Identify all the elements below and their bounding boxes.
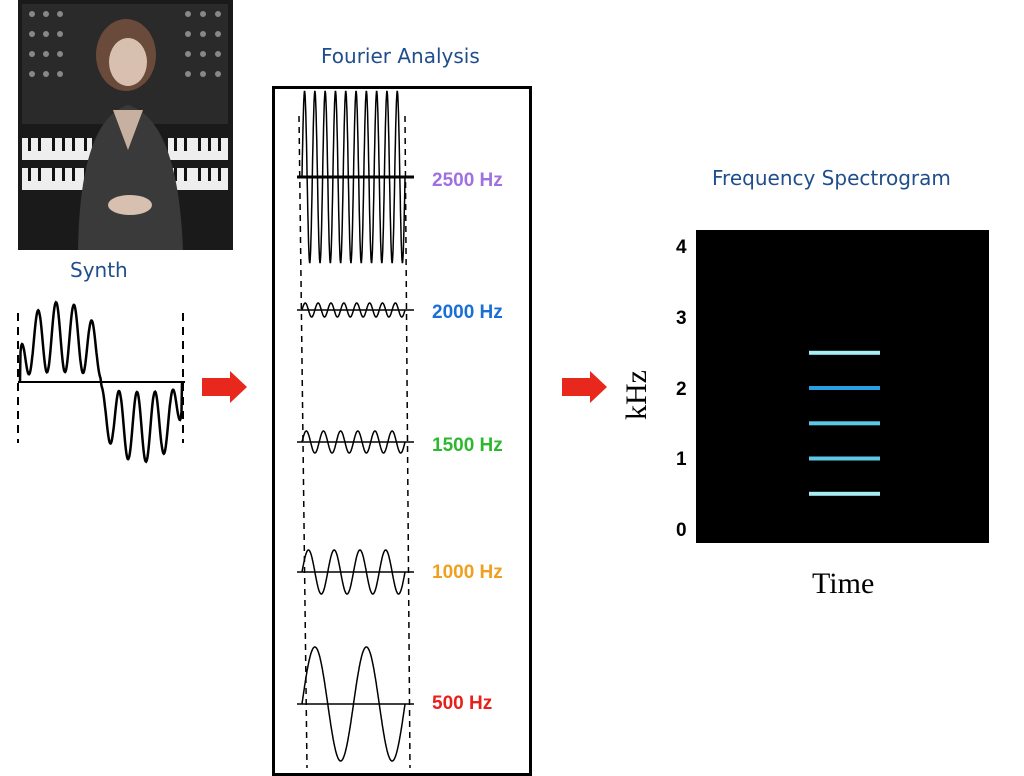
y-axis-label: kHz [620, 370, 653, 420]
composite-wave-line [18, 300, 184, 464]
component-label-500: 500 Hz [432, 693, 493, 714]
spectrogram-plot-area [696, 230, 989, 543]
component-wave-0 [301, 90, 406, 264]
y-tick-1: 1 [676, 449, 687, 470]
component-label-1500: 1500 Hz [432, 435, 503, 456]
arrow-right-icon-1 [202, 371, 247, 403]
fourier-analysis-title: Fourier Analysis [321, 44, 480, 68]
spectrogram-bands [809, 350, 880, 496]
spectrogram-band-2.5khz [809, 350, 880, 355]
spectrogram-band-0.5khz [809, 491, 880, 496]
synthesizer-photo [18, 0, 233, 250]
y-tick-3: 3 [676, 308, 687, 329]
component-label-2500: 2500 Hz [432, 170, 503, 191]
x-axis-label: Time [812, 567, 875, 600]
component-wave-4 [301, 646, 406, 762]
component-wave-3 [301, 549, 406, 595]
y-tick-2: 2 [676, 379, 687, 400]
spectrogram-band-1khz [809, 456, 880, 461]
frequency-spectrogram-title: Frequency Spectrogram [712, 166, 951, 190]
component-wave-1 [301, 302, 406, 318]
synth-title: Synth [70, 258, 128, 282]
component-label-1000: 1000 Hz [432, 562, 503, 583]
component-wave-2 [301, 430, 406, 454]
person-at-synthesizer-icon [18, 0, 233, 250]
spectrogram-band-2khz [809, 386, 880, 390]
y-tick-0: 0 [676, 520, 687, 541]
arrow-right-icon-2 [562, 371, 607, 403]
fourier-components-plot [297, 90, 414, 768]
y-tick-4: 4 [676, 237, 687, 258]
component-label-2000: 2000 Hz [432, 302, 503, 323]
synth-waveform [17, 300, 185, 464]
spectrogram-band-1.5khz [809, 421, 880, 426]
